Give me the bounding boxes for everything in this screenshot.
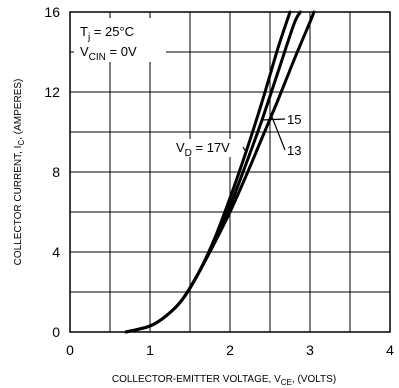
- y-tick-label: 8: [52, 164, 60, 180]
- condition-temperature: Tj = 25°C: [80, 24, 134, 43]
- plot-frame: [69, 11, 391, 333]
- y-tick-label: 4: [52, 244, 60, 260]
- series-label-17v: VD = 17V: [176, 140, 230, 159]
- x-tick-label: 2: [226, 342, 234, 358]
- y-tick-label: 12: [44, 84, 60, 100]
- series-label-15: 15: [287, 112, 301, 127]
- series-label-17v-background: [174, 139, 240, 157]
- y-axis-title: COLLECTOR CURRENT, IC, (AMPERES): [13, 79, 26, 266]
- condition-vcin: VCIN = 0V: [80, 44, 137, 63]
- x-tick-label: 3: [306, 342, 314, 358]
- curves: [124, 10, 316, 334]
- y-tick-label: 0: [52, 324, 60, 340]
- grid: [70, 12, 390, 332]
- series-line-13: [124, 10, 316, 334]
- conditions-background: [74, 18, 166, 62]
- y-tick-label: 16: [44, 4, 60, 20]
- series-label-13: 13: [287, 143, 301, 158]
- x-axis-title: COLLECTOR-EMITTER VOLTAGE, VCE, (VOLTS): [112, 374, 336, 387]
- series-leader-13: [271, 115, 286, 151]
- series-leader-17v: [242, 146, 247, 153]
- x-tick-label: 0: [66, 342, 74, 358]
- x-tick-label: 4: [386, 342, 394, 358]
- x-tick-label: 1: [146, 342, 154, 358]
- series-label-15-background: [285, 111, 305, 129]
- series-label-13-background: [285, 142, 305, 160]
